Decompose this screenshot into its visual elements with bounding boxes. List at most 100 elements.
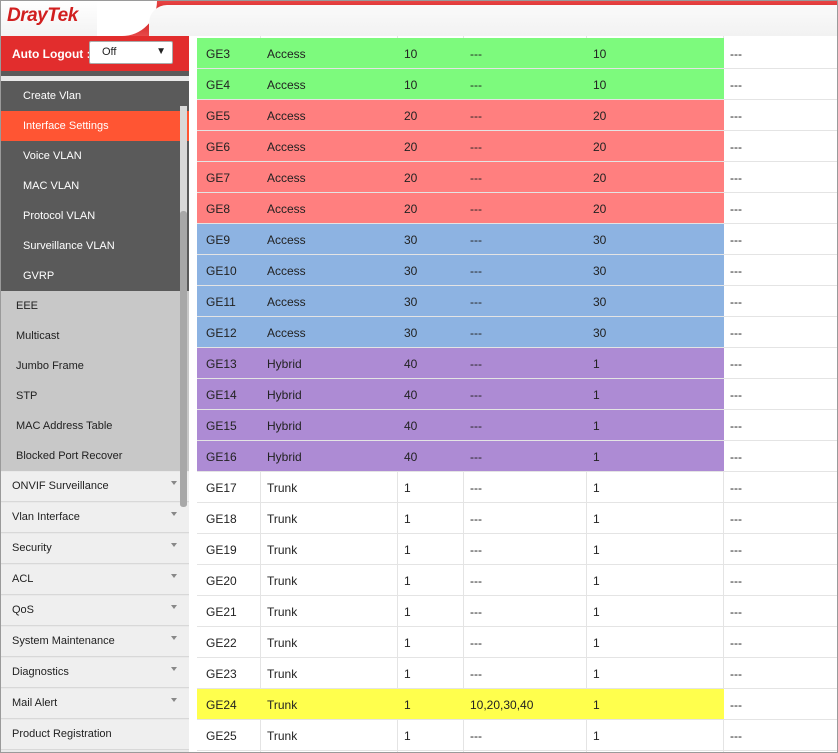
row-separator	[197, 192, 837, 193]
cell-tagged: ---	[470, 357, 482, 371]
sidebar-item-onvif-surveillance[interactable]: ONVIF Surveillance	[1, 472, 189, 502]
cell-pvid: 30	[404, 326, 418, 340]
row-separator	[197, 254, 837, 255]
cell-forbidden: ---	[730, 543, 742, 557]
sidebar-item-system-maintenance[interactable]: System Maintenance	[1, 627, 189, 657]
sidebar-subitem-protocol-vlan[interactable]: Protocol VLAN	[1, 201, 189, 231]
row-separator	[197, 378, 837, 379]
row-separator	[197, 223, 837, 224]
sidebar-item-label: Security	[12, 542, 52, 554]
row-separator	[197, 688, 837, 689]
sidebar-subitem-interface-settings[interactable]: Interface Settings	[1, 111, 189, 141]
row-separator	[197, 161, 837, 162]
draytek-logo: DrayTek	[7, 5, 78, 27]
cell-pvid: 30	[404, 264, 418, 278]
sidebar-item-acl[interactable]: ACL	[1, 565, 189, 595]
sidebar-subitem-surveillance-vlan[interactable]: Surveillance VLAN	[1, 231, 189, 261]
sidebar-item-security[interactable]: Security	[1, 534, 189, 564]
sidebar-subitem-multicast[interactable]: Multicast	[1, 321, 189, 351]
auto-logout-value: Off	[102, 46, 117, 58]
sidebar-item-label: ONVIF Surveillance	[12, 480, 109, 492]
cell-untagged: 1	[593, 636, 600, 650]
sidebar-subitem-gvrp[interactable]: GVRP	[1, 261, 189, 291]
cell-mode: Access	[267, 233, 306, 247]
sidebar-item-qos[interactable]: QoS	[1, 596, 189, 626]
row-highlight	[197, 38, 724, 69]
cell-untagged: 20	[593, 202, 607, 216]
row-separator	[197, 719, 837, 720]
sidebar-item-vlan-interface[interactable]: Vlan Interface	[1, 503, 189, 533]
cell-port: GE14	[206, 388, 237, 402]
row-highlight	[197, 100, 724, 131]
row-separator	[197, 502, 837, 503]
cell-pvid: 1	[404, 636, 411, 650]
cell-mode: Hybrid	[267, 388, 302, 402]
auto-logout-bar: Auto Logout : Off ▼	[1, 36, 189, 71]
table-row: GE14 Hybrid 40 --- 1 ---	[197, 379, 837, 410]
cell-port: GE16	[206, 450, 237, 464]
chevron-down-icon	[171, 667, 177, 671]
chevron-down-icon	[171, 543, 177, 547]
sidebar-item-diagnostics[interactable]: Diagnostics	[1, 658, 189, 688]
cell-untagged: 1	[593, 450, 600, 464]
cell-mode: Trunk	[267, 667, 298, 681]
row-separator	[197, 347, 837, 348]
sidebar-scroll-thumb[interactable]	[180, 211, 187, 507]
row-separator	[197, 471, 837, 472]
sidebar-item-product-registration[interactable]: Product Registration	[1, 720, 189, 750]
cell-forbidden: ---	[730, 326, 742, 340]
submenu-cut-edge	[1, 71, 189, 76]
cell-mode: Trunk	[267, 698, 298, 712]
cell-untagged: 30	[593, 264, 607, 278]
cell-tagged: ---	[470, 47, 482, 61]
sidebar-subitem-stp[interactable]: STP	[1, 381, 189, 411]
table-row: GE20 Trunk 1 --- 1 ---	[197, 565, 837, 596]
cell-untagged: 1	[593, 543, 600, 557]
cell-forbidden: ---	[730, 264, 742, 278]
cell-forbidden: ---	[730, 47, 742, 61]
table-row: GE23 Trunk 1 --- 1 ---	[197, 658, 837, 689]
cell-port: GE9	[206, 233, 231, 247]
cell-tagged: ---	[470, 636, 482, 650]
cell-tagged: ---	[470, 140, 482, 154]
row-separator	[197, 99, 837, 100]
cell-port: GE17	[206, 481, 237, 495]
auto-logout-label: Auto Logout :	[12, 46, 91, 61]
cell-tagged: ---	[470, 109, 482, 123]
sidebar-subitem-voice-vlan[interactable]: Voice VLAN	[1, 141, 189, 171]
chevron-down-icon	[171, 636, 177, 640]
sidebar-item-label: System Maintenance	[12, 635, 115, 647]
cell-tagged: ---	[470, 264, 482, 278]
cell-untagged: 20	[593, 109, 607, 123]
cell-tagged: ---	[470, 481, 482, 495]
sidebar-subitem-mac-vlan[interactable]: MAC VLAN	[1, 171, 189, 201]
sidebar-subitem-jumbo-frame[interactable]: Jumbo Frame	[1, 351, 189, 381]
sidebar-subitem-eee[interactable]: EEE	[1, 291, 189, 321]
table-row: GE25 Trunk 1 --- 1 ---	[197, 720, 837, 751]
cell-port: GE23	[206, 667, 237, 681]
sidebar-item-label: Diagnostics	[12, 666, 69, 678]
cell-forbidden: ---	[730, 171, 742, 185]
row-highlight	[197, 69, 724, 100]
cell-untagged: 1	[593, 729, 600, 743]
chevron-down-icon	[171, 574, 177, 578]
auto-logout-select[interactable]: Off ▼	[89, 41, 173, 64]
cell-untagged: 1	[593, 574, 600, 588]
cell-untagged: 20	[593, 140, 607, 154]
cell-mode: Trunk	[267, 543, 298, 557]
cell-tagged: ---	[470, 512, 482, 526]
cell-untagged: 10	[593, 78, 607, 92]
table-row: GE16 Hybrid 40 --- 1 ---	[197, 441, 837, 472]
sidebar-item-mail-alert[interactable]: Mail Alert	[1, 689, 189, 719]
cell-port: GE18	[206, 512, 237, 526]
cell-forbidden: ---	[730, 729, 742, 743]
sidebar-subitem-mac-address-table[interactable]: MAC Address Table	[1, 411, 189, 441]
cell-untagged: 1	[593, 698, 600, 712]
cell-forbidden: ---	[730, 574, 742, 588]
table-row: GE5 Access 20 --- 20 ---	[197, 100, 837, 131]
cell-mode: Access	[267, 264, 306, 278]
row-highlight	[197, 348, 724, 379]
sidebar-subitem-blocked-port-recover[interactable]: Blocked Port Recover	[1, 441, 189, 471]
sidebar-subitem-create-vlan[interactable]: Create Vlan	[1, 81, 189, 111]
